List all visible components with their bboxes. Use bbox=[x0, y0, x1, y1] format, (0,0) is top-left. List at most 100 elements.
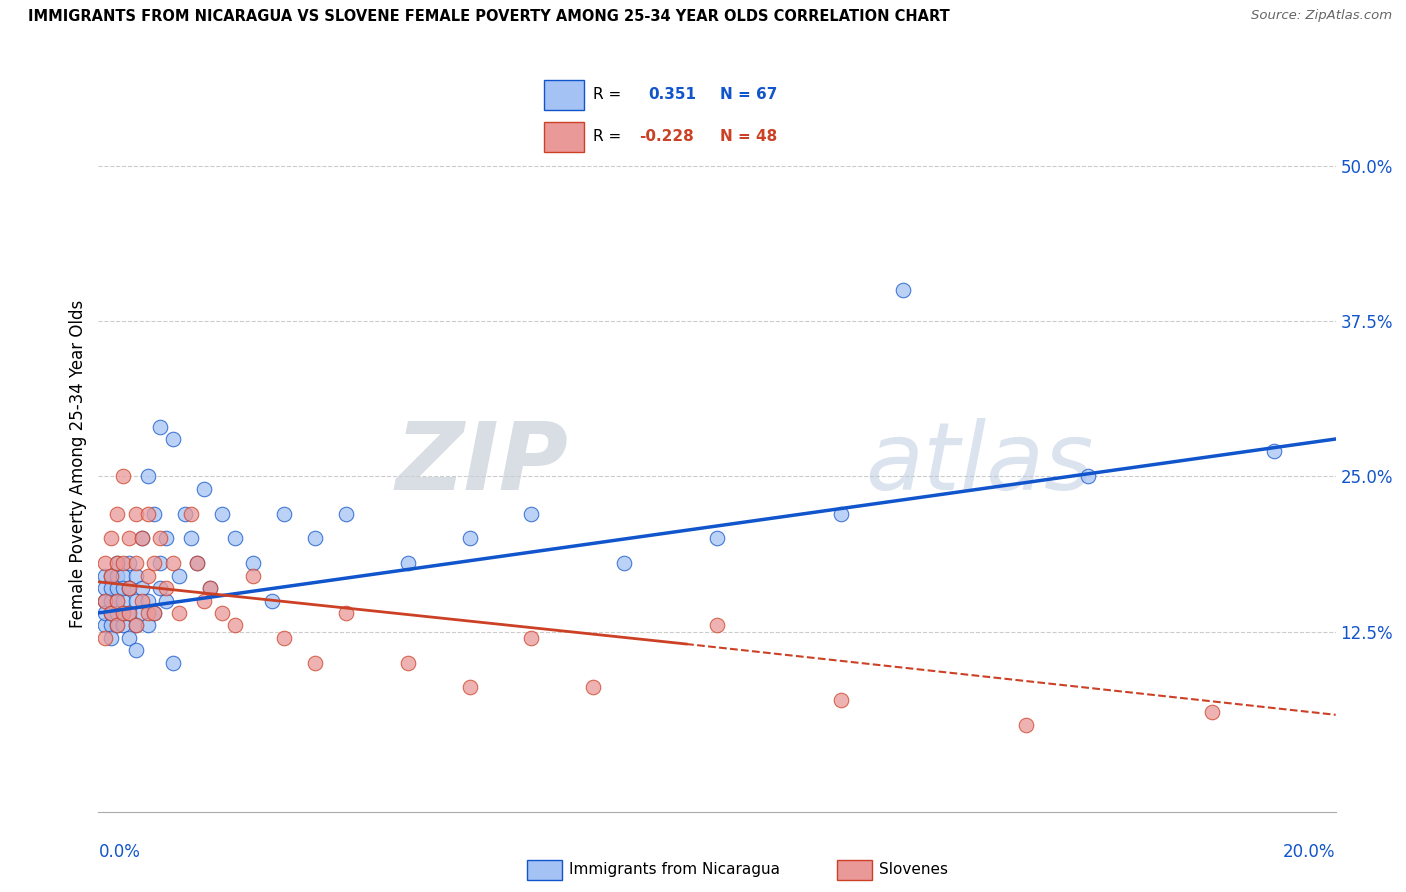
Point bbox=[93, 593, 115, 607]
Point bbox=[93, 581, 115, 595]
Point bbox=[149, 419, 172, 434]
Point bbox=[162, 432, 184, 446]
Point bbox=[136, 606, 159, 620]
Text: 0.351: 0.351 bbox=[648, 87, 697, 102]
Point bbox=[1263, 444, 1285, 458]
Point bbox=[93, 568, 115, 582]
Point bbox=[100, 532, 122, 546]
Point bbox=[131, 581, 153, 595]
Point bbox=[149, 581, 172, 595]
Point bbox=[273, 631, 295, 645]
Point bbox=[112, 469, 135, 483]
Point bbox=[162, 556, 184, 570]
Point bbox=[458, 681, 481, 695]
Point bbox=[1015, 717, 1038, 731]
Point bbox=[149, 532, 172, 546]
Point bbox=[105, 618, 128, 632]
Point bbox=[186, 556, 208, 570]
Point bbox=[100, 606, 122, 620]
Point bbox=[396, 556, 419, 570]
Point bbox=[143, 606, 166, 620]
Point bbox=[124, 618, 146, 632]
Point bbox=[155, 581, 177, 595]
Point bbox=[105, 581, 128, 595]
Point bbox=[180, 507, 202, 521]
Point bbox=[273, 507, 295, 521]
Point bbox=[112, 568, 135, 582]
Point bbox=[100, 568, 122, 582]
Point bbox=[100, 606, 122, 620]
Point bbox=[118, 581, 141, 595]
Point bbox=[124, 593, 146, 607]
Point bbox=[613, 556, 636, 570]
Point bbox=[136, 618, 159, 632]
Bar bbox=[544, 122, 583, 152]
Point bbox=[242, 568, 264, 582]
Point bbox=[100, 618, 122, 632]
Point bbox=[124, 568, 146, 582]
Point bbox=[112, 606, 135, 620]
Point bbox=[105, 593, 128, 607]
Point bbox=[105, 556, 128, 570]
Point bbox=[100, 568, 122, 582]
Point bbox=[520, 507, 543, 521]
Point bbox=[118, 606, 141, 620]
Text: 0.0%: 0.0% bbox=[98, 843, 141, 861]
Point bbox=[136, 593, 159, 607]
Point bbox=[211, 507, 233, 521]
Point bbox=[131, 593, 153, 607]
Text: R =: R = bbox=[593, 129, 621, 144]
Text: R =: R = bbox=[593, 87, 621, 102]
Point bbox=[155, 532, 177, 546]
Point bbox=[193, 593, 215, 607]
Point bbox=[186, 556, 208, 570]
Point bbox=[112, 618, 135, 632]
Point bbox=[93, 618, 115, 632]
Point bbox=[93, 606, 115, 620]
Point bbox=[112, 593, 135, 607]
Point bbox=[105, 593, 128, 607]
Point bbox=[260, 593, 283, 607]
Point bbox=[155, 593, 177, 607]
Text: Source: ZipAtlas.com: Source: ZipAtlas.com bbox=[1251, 9, 1392, 22]
Point bbox=[105, 618, 128, 632]
Point bbox=[136, 507, 159, 521]
Point bbox=[124, 556, 146, 570]
Point bbox=[458, 532, 481, 546]
Text: N = 67: N = 67 bbox=[720, 87, 778, 102]
Point bbox=[167, 568, 190, 582]
Point bbox=[143, 507, 166, 521]
Point bbox=[143, 606, 166, 620]
Point bbox=[112, 581, 135, 595]
Point bbox=[162, 656, 184, 670]
Bar bbox=[544, 80, 583, 110]
Point bbox=[118, 631, 141, 645]
Text: N = 48: N = 48 bbox=[720, 129, 778, 144]
Point bbox=[891, 283, 914, 297]
Point bbox=[124, 507, 146, 521]
Point bbox=[143, 556, 166, 570]
Point bbox=[830, 693, 852, 707]
Point bbox=[198, 581, 221, 595]
Point bbox=[136, 568, 159, 582]
Point bbox=[112, 556, 135, 570]
Point bbox=[105, 568, 128, 582]
Point bbox=[136, 469, 159, 483]
Point bbox=[118, 556, 141, 570]
Point bbox=[167, 606, 190, 620]
Point bbox=[193, 482, 215, 496]
Point bbox=[105, 507, 128, 521]
Text: Slovenes: Slovenes bbox=[879, 863, 948, 877]
Text: -0.228: -0.228 bbox=[640, 129, 695, 144]
Point bbox=[180, 532, 202, 546]
Point bbox=[1077, 469, 1099, 483]
Point bbox=[93, 593, 115, 607]
Text: ZIP: ZIP bbox=[395, 417, 568, 510]
Point bbox=[335, 507, 357, 521]
Text: 20.0%: 20.0% bbox=[1284, 843, 1336, 861]
Point bbox=[100, 593, 122, 607]
Point bbox=[242, 556, 264, 570]
Point bbox=[1201, 706, 1223, 720]
Point bbox=[706, 532, 728, 546]
Point bbox=[124, 618, 146, 632]
